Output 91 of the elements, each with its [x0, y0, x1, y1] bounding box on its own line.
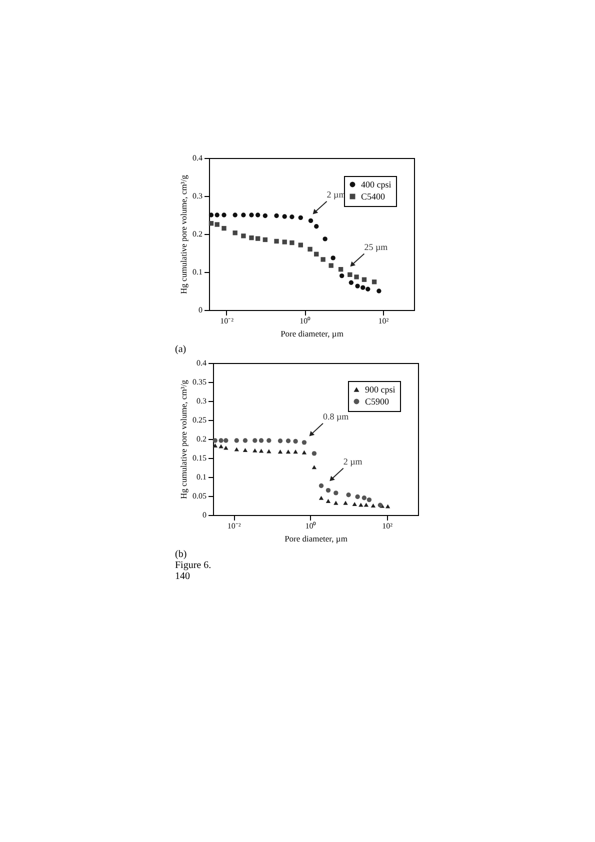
point [352, 502, 357, 506]
x-tick-label: 10⁻² [220, 316, 234, 326]
y-tick-label: 0.05 [192, 492, 206, 500]
y-axis-title: Hg cumulative pore volume, cm³/g [178, 379, 188, 499]
point [326, 498, 331, 503]
point [354, 274, 359, 280]
x-axis-title: Pore diameter, µm [280, 328, 344, 338]
point [322, 236, 328, 242]
y-tick-label: 0 [202, 510, 206, 520]
caption: Figure 6. [175, 560, 212, 571]
point [249, 235, 254, 240]
point [274, 213, 279, 218]
point [358, 502, 364, 507]
point [372, 280, 377, 284]
y-tick-label: 0.15 [192, 454, 206, 462]
point [278, 438, 283, 444]
point [242, 438, 248, 443]
point [232, 230, 238, 236]
point [314, 224, 319, 229]
point [330, 256, 336, 260]
text: 140 [175, 571, 191, 582]
y-tick-label: 0.1 [196, 472, 206, 482]
point [362, 277, 367, 282]
x-tick-label: 10⁰ [305, 522, 316, 530]
y-tick-label: 0 [198, 306, 202, 314]
point [286, 438, 291, 444]
legend-label: 400 cpsi [361, 180, 392, 190]
point [242, 448, 248, 452]
y-tick-label: 0.1 [192, 268, 202, 276]
point [274, 238, 279, 244]
point [339, 273, 344, 278]
point [302, 450, 307, 454]
y-tick-label: 0.25 [192, 416, 206, 424]
point [290, 214, 294, 220]
x-tick-label: 10² [378, 316, 390, 326]
point [241, 234, 246, 238]
point [286, 450, 291, 454]
point [326, 488, 331, 493]
point [258, 438, 264, 443]
point [252, 438, 258, 443]
point [334, 500, 338, 505]
point [234, 438, 239, 443]
point [249, 212, 254, 218]
point [218, 438, 224, 443]
point [355, 284, 360, 288]
point [366, 497, 372, 502]
y-tick-label: 0.3 [192, 192, 202, 200]
point [308, 246, 312, 252]
point [334, 490, 338, 496]
point [314, 252, 319, 256]
point [318, 483, 324, 488]
point [293, 438, 298, 444]
annotation: 0.8 µm [323, 411, 349, 422]
text: (b) [175, 549, 188, 560]
point [258, 448, 264, 453]
point [208, 221, 214, 226]
point [278, 450, 283, 454]
y-tick-label: 0.3 [196, 396, 206, 406]
legend-label: C5900 [365, 396, 390, 406]
point [290, 240, 294, 246]
point [293, 450, 298, 454]
x-tick-label: 10² [382, 522, 394, 530]
point [318, 496, 324, 500]
point [218, 444, 224, 448]
y-tick-label: 0.2 [192, 230, 202, 238]
point [298, 242, 303, 248]
point [298, 215, 303, 220]
point [252, 448, 258, 452]
point [241, 212, 246, 218]
point [234, 447, 239, 452]
y-tick-label: 0.4 [196, 358, 206, 368]
y-tick-label: 0.2 [196, 434, 206, 444]
y-tick-label: 0.35 [192, 378, 206, 386]
x-tick-label: 10⁻² [227, 522, 242, 530]
point [208, 212, 214, 218]
annotation: 25 µm [364, 242, 388, 252]
point [338, 266, 344, 272]
text: (a) [175, 344, 188, 355]
y-tick-label: 0.4 [192, 154, 202, 162]
point [282, 214, 287, 219]
point [348, 272, 352, 278]
x-tick-label: 10⁰ [300, 316, 311, 326]
legend-label: C5400 [361, 192, 386, 202]
point [343, 500, 348, 505]
legend-label: 900 cpsi [365, 384, 396, 394]
point [282, 240, 287, 244]
point [302, 440, 307, 445]
x-axis-title: Pore diameter, µm [284, 534, 348, 544]
annotation: 2 µm [343, 456, 362, 466]
point [232, 212, 238, 218]
y-axis-title: Hg cumulative pore volume, cm³/g [178, 174, 188, 294]
